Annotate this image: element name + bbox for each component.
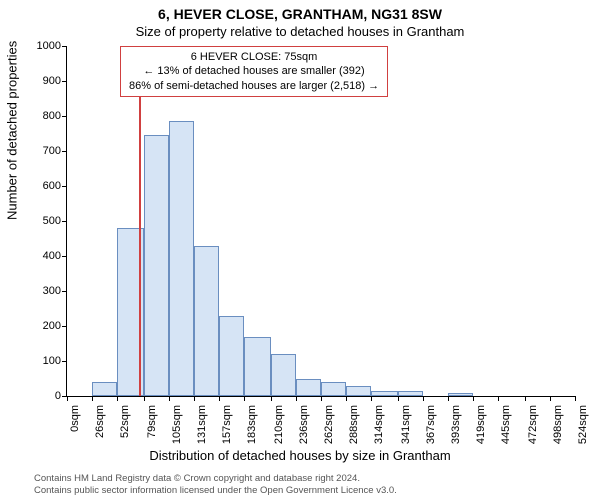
x-tick-mark bbox=[244, 396, 245, 401]
y-tick-mark bbox=[62, 116, 67, 117]
footer-line2: Contains public sector information licen… bbox=[34, 485, 397, 496]
x-tick-mark bbox=[271, 396, 272, 401]
y-tick-label: 100 bbox=[31, 355, 61, 367]
x-tick-mark bbox=[346, 396, 347, 401]
callout-line2: ← 13% of detached houses are smaller (39… bbox=[129, 64, 379, 78]
x-tick-mark bbox=[473, 396, 474, 401]
y-tick-label: 0 bbox=[31, 390, 61, 402]
y-tick-label: 1000 bbox=[31, 40, 61, 52]
y-tick-label: 200 bbox=[31, 320, 61, 332]
x-tick-mark bbox=[575, 396, 576, 401]
x-tick-mark bbox=[194, 396, 195, 401]
chart-title-line2: Size of property relative to detached ho… bbox=[0, 24, 600, 39]
y-tick-mark bbox=[62, 81, 67, 82]
x-tick-mark bbox=[550, 396, 551, 401]
y-tick-mark bbox=[62, 326, 67, 327]
histogram-bar bbox=[371, 391, 397, 396]
x-tick-mark bbox=[67, 396, 68, 401]
y-tick-mark bbox=[62, 256, 67, 257]
reference-line bbox=[139, 46, 141, 396]
y-tick-label: 900 bbox=[31, 75, 61, 87]
y-tick-label: 400 bbox=[31, 250, 61, 262]
plot-area: 010020030040050060070080090010000sqm26sq… bbox=[66, 46, 575, 397]
histogram-bar bbox=[346, 386, 371, 397]
x-tick-mark bbox=[423, 396, 424, 401]
x-tick-mark bbox=[144, 396, 145, 401]
y-tick-label: 600 bbox=[31, 180, 61, 192]
histogram-bar bbox=[244, 337, 270, 397]
chart-container: 6, HEVER CLOSE, GRANTHAM, NG31 8SW Size … bbox=[0, 0, 600, 500]
histogram-bar bbox=[398, 391, 423, 396]
x-tick-mark bbox=[92, 396, 93, 401]
x-tick-mark bbox=[371, 396, 372, 401]
histogram-bar bbox=[271, 354, 296, 396]
y-tick-label: 300 bbox=[31, 285, 61, 297]
callout-line1: 6 HEVER CLOSE: 75sqm bbox=[129, 50, 379, 64]
x-tick-mark bbox=[525, 396, 526, 401]
x-tick-mark bbox=[169, 396, 170, 401]
histogram-bar bbox=[144, 135, 169, 396]
x-tick-mark bbox=[296, 396, 297, 401]
footer-line1: Contains HM Land Registry data © Crown c… bbox=[34, 473, 397, 484]
y-tick-mark bbox=[62, 221, 67, 222]
histogram-bar bbox=[448, 393, 473, 397]
histogram-bar bbox=[92, 382, 117, 396]
y-tick-label: 500 bbox=[31, 215, 61, 227]
y-tick-mark bbox=[62, 291, 67, 292]
x-tick-mark bbox=[448, 396, 449, 401]
x-tick-mark bbox=[219, 396, 220, 401]
y-tick-label: 800 bbox=[31, 110, 61, 122]
x-axis-label: Distribution of detached houses by size … bbox=[0, 448, 600, 463]
histogram-bar bbox=[321, 382, 346, 396]
y-tick-mark bbox=[62, 151, 67, 152]
attribution-footer: Contains HM Land Registry data © Crown c… bbox=[34, 473, 397, 496]
chart-title-line1: 6, HEVER CLOSE, GRANTHAM, NG31 8SW bbox=[0, 6, 600, 22]
histogram-bar bbox=[296, 379, 321, 397]
x-tick-mark bbox=[498, 396, 499, 401]
histogram-bar bbox=[169, 121, 194, 396]
y-tick-mark bbox=[62, 186, 67, 187]
x-tick-mark bbox=[398, 396, 399, 401]
y-axis-label: Number of detached properties bbox=[5, 41, 20, 220]
x-tick-mark bbox=[117, 396, 118, 401]
y-tick-mark bbox=[62, 361, 67, 362]
histogram-bar bbox=[219, 316, 244, 397]
y-tick-mark bbox=[62, 46, 67, 47]
x-tick-mark bbox=[321, 396, 322, 401]
y-tick-label: 700 bbox=[31, 145, 61, 157]
callout-line3: 86% of semi-detached houses are larger (… bbox=[129, 79, 379, 93]
callout-box: 6 HEVER CLOSE: 75sqm ← 13% of detached h… bbox=[120, 46, 388, 97]
histogram-bar bbox=[194, 246, 219, 397]
